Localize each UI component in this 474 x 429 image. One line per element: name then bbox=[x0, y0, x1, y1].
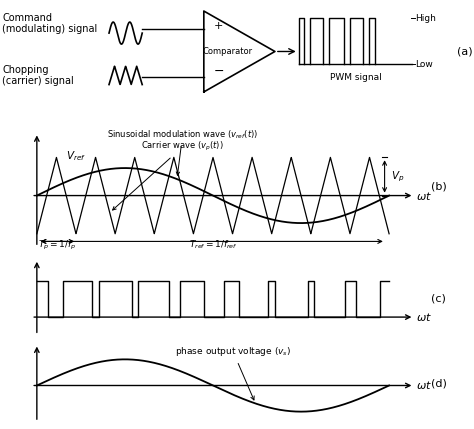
Text: $\omega t$: $\omega t$ bbox=[416, 190, 432, 202]
Text: (b): (b) bbox=[430, 181, 447, 192]
Text: (modulating) signal: (modulating) signal bbox=[2, 24, 98, 34]
Text: Low: Low bbox=[415, 60, 432, 69]
Text: $V_{ref}$: $V_{ref}$ bbox=[66, 149, 86, 163]
Text: (d): (d) bbox=[430, 379, 447, 389]
Text: Carrier wave ($v_p(t)$): Carrier wave ($v_p(t)$) bbox=[113, 140, 224, 210]
Text: (c): (c) bbox=[431, 293, 446, 303]
Text: Command: Command bbox=[2, 13, 52, 24]
Text: $T_{ref}=1/f_{ref}$: $T_{ref}=1/f_{ref}$ bbox=[189, 239, 237, 251]
Text: $V_p$: $V_p$ bbox=[392, 169, 405, 184]
Text: (carrier) signal: (carrier) signal bbox=[2, 76, 74, 86]
Text: High: High bbox=[415, 14, 436, 23]
Text: PWM signal: PWM signal bbox=[329, 73, 382, 82]
Text: phase output voltage ($v_s$): phase output voltage ($v_s$) bbox=[175, 345, 291, 400]
Text: $\omega t$: $\omega t$ bbox=[416, 311, 432, 323]
Text: Sinusoidal modulation wave ($v_{ref}(t)$): Sinusoidal modulation wave ($v_{ref}(t)$… bbox=[107, 129, 258, 175]
Text: $\omega t$: $\omega t$ bbox=[416, 380, 432, 392]
Text: −: − bbox=[213, 65, 224, 78]
Text: Chopping: Chopping bbox=[2, 65, 49, 75]
Text: Comparator: Comparator bbox=[202, 47, 253, 56]
Text: (a): (a) bbox=[457, 46, 472, 57]
Text: $T_p=1/f_p$: $T_p=1/f_p$ bbox=[38, 239, 77, 252]
Text: +: + bbox=[213, 21, 223, 31]
